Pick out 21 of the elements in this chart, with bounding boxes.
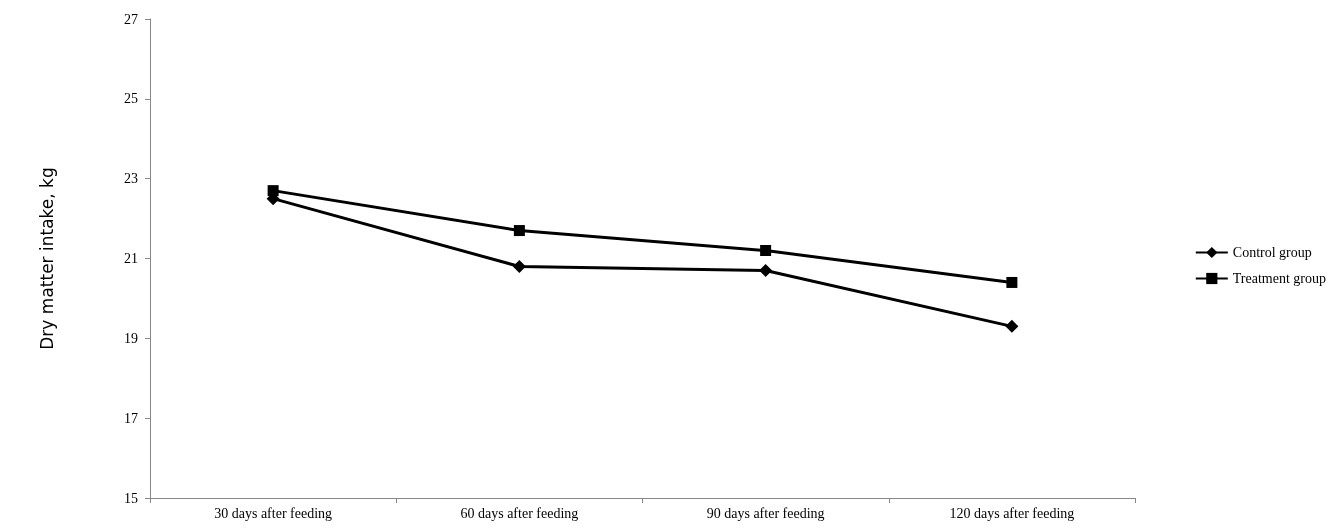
legend-label: Treatment group [1232, 271, 1327, 286]
y-tick-label: 15 [124, 490, 138, 506]
point [267, 185, 279, 197]
point [760, 245, 772, 257]
point [1005, 319, 1019, 333]
point [512, 259, 526, 273]
point [759, 263, 773, 277]
point [513, 225, 525, 237]
x-tick-label: 90 days after feeding [706, 505, 825, 521]
y-tick-label: 21 [124, 251, 138, 266]
y-tick-label: 25 [124, 91, 138, 107]
y-tick-label: 27 [124, 11, 138, 27]
legend-label: Control group [1232, 245, 1312, 260]
x-tick-label: 30 days after feeding [214, 505, 333, 521]
y-axis-title: Dry matter intake, kg [36, 167, 57, 350]
x-tick-label: 60 days after feeding [460, 505, 579, 521]
y-tick-label: 19 [124, 330, 138, 346]
y-tick-label: 23 [124, 171, 138, 187]
y-tick-label: 17 [124, 410, 138, 426]
point [1006, 276, 1018, 288]
x-tick-label: 120 days after feeding [949, 505, 1075, 521]
